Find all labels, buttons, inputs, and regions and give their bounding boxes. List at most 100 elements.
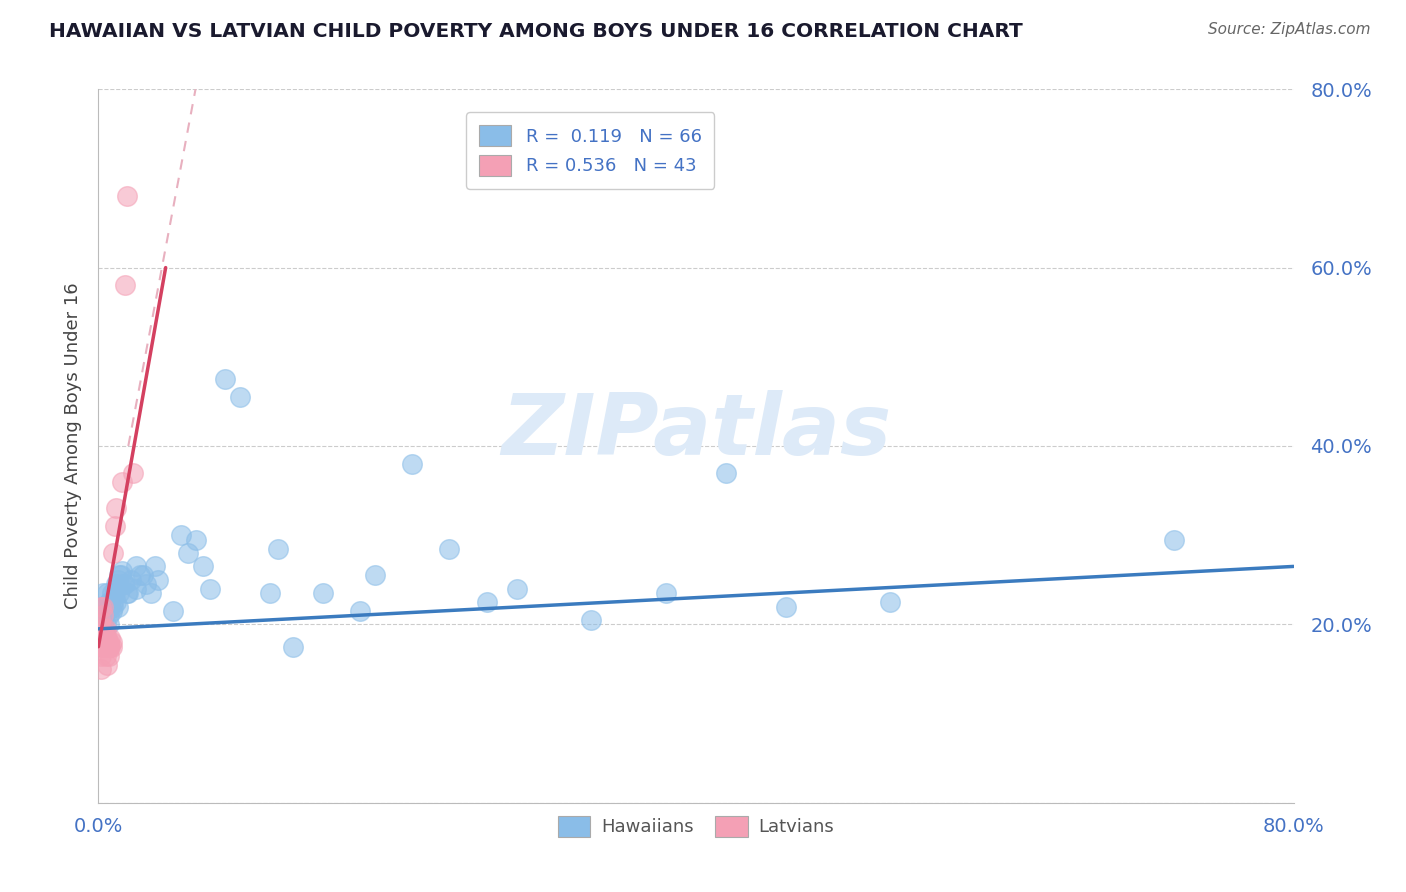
Point: [229, 390, 252, 404]
Point: [91, 608, 114, 623]
Point: [90, 599, 112, 614]
Point: [105, 577, 128, 591]
Point: [93, 635, 115, 649]
Point: [114, 278, 136, 293]
Point: [90, 662, 112, 676]
Point: [94, 617, 117, 632]
Point: [97, 648, 120, 663]
Point: [506, 582, 529, 596]
Point: [107, 599, 129, 614]
Point: [108, 586, 131, 600]
Point: [98, 599, 122, 614]
Point: [96, 631, 118, 645]
Point: [93, 640, 115, 654]
Point: [98, 640, 122, 654]
Point: [104, 582, 127, 596]
Point: [91, 617, 114, 632]
Point: [105, 501, 128, 516]
Point: [879, 595, 901, 609]
Point: [89, 613, 111, 627]
Point: [162, 604, 184, 618]
Point: [93, 622, 115, 636]
Point: [104, 519, 127, 533]
Point: [139, 586, 162, 600]
Point: [89, 599, 111, 614]
Point: [125, 582, 148, 596]
Point: [90, 626, 112, 640]
Point: [115, 586, 138, 600]
Point: [103, 599, 125, 614]
Point: [101, 635, 124, 649]
Point: [97, 608, 120, 623]
Point: [97, 595, 120, 609]
Point: [169, 528, 191, 542]
Point: [775, 599, 797, 614]
Point: [132, 568, 155, 582]
Point: [121, 466, 143, 480]
Point: [1163, 533, 1185, 547]
Point: [91, 640, 114, 654]
Point: [259, 586, 281, 600]
Legend: Hawaiians, Latvians: Hawaiians, Latvians: [550, 808, 842, 844]
Point: [101, 604, 124, 618]
Point: [93, 608, 115, 623]
Point: [105, 595, 128, 609]
Point: [101, 586, 124, 600]
Point: [91, 586, 114, 600]
Point: [311, 586, 333, 600]
Point: [89, 631, 111, 645]
Point: [96, 604, 118, 618]
Text: HAWAIIAN VS LATVIAN CHILD POVERTY AMONG BOYS UNDER 16 CORRELATION CHART: HAWAIIAN VS LATVIAN CHILD POVERTY AMONG …: [49, 22, 1024, 41]
Point: [90, 622, 112, 636]
Point: [94, 622, 117, 636]
Point: [439, 541, 461, 556]
Point: [111, 475, 134, 489]
Point: [114, 577, 136, 591]
Point: [364, 568, 387, 582]
Point: [184, 533, 207, 547]
Point: [125, 559, 148, 574]
Point: [91, 626, 114, 640]
Point: [93, 622, 115, 636]
Point: [89, 617, 111, 632]
Point: [349, 604, 371, 618]
Point: [90, 648, 112, 663]
Point: [94, 631, 117, 645]
Point: [177, 546, 200, 560]
Point: [475, 595, 498, 609]
Point: [103, 595, 125, 609]
Point: [96, 640, 118, 654]
Point: [135, 577, 157, 591]
Point: [91, 631, 114, 645]
Point: [117, 586, 139, 600]
Point: [96, 657, 118, 672]
Point: [655, 586, 678, 600]
Point: [96, 586, 118, 600]
Point: [111, 564, 134, 578]
Point: [148, 573, 170, 587]
Point: [581, 613, 603, 627]
Point: [97, 617, 120, 632]
Point: [107, 573, 129, 587]
Point: [267, 541, 290, 556]
Point: [89, 622, 111, 636]
Point: [98, 595, 122, 609]
Point: [101, 640, 124, 654]
Y-axis label: Child Poverty Among Boys Under 16: Child Poverty Among Boys Under 16: [63, 283, 82, 609]
Point: [129, 568, 152, 582]
Point: [200, 582, 222, 596]
Point: [143, 559, 166, 574]
Text: ZIPatlas: ZIPatlas: [501, 390, 891, 474]
Point: [104, 586, 127, 600]
Text: Source: ZipAtlas.com: Source: ZipAtlas.com: [1208, 22, 1371, 37]
Point: [115, 189, 138, 203]
Point: [94, 648, 117, 663]
Point: [96, 640, 118, 654]
Point: [401, 457, 423, 471]
Point: [103, 546, 125, 560]
Point: [98, 631, 122, 645]
Point: [108, 568, 131, 582]
Point: [91, 640, 114, 654]
Point: [94, 640, 117, 654]
Point: [714, 466, 737, 480]
